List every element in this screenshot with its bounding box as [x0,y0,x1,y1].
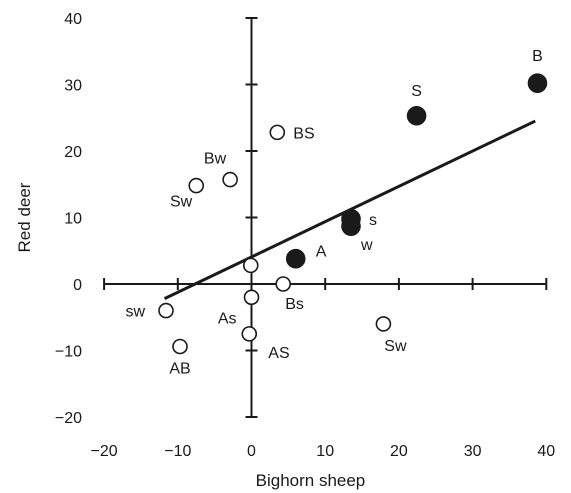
y-tick-label: 10 [64,211,82,228]
data-point-label: Bs [285,296,304,313]
data-point-label: BS [293,125,314,142]
y-tick-label: −10 [55,344,82,361]
data-point-label: Sw [384,338,407,355]
data-point-filled [527,73,548,93]
x-tick-label: 40 [537,443,555,460]
data-point-open [243,289,260,306]
y-tick-label: 20 [64,144,82,161]
data-point-open [222,171,238,188]
data-point-label: s [369,212,377,229]
data-point-label: AS [268,345,289,362]
y-tick-label: 40 [64,11,82,28]
data-point-label: w [360,237,373,254]
y-axis-title: Red deer [15,182,34,252]
data-point-filled [341,216,361,236]
data-point-label: B [532,48,543,65]
data-point-open [375,316,392,332]
data-point-open [275,276,291,292]
data-point-filled [285,248,306,269]
y-tick-label: 0 [73,277,82,294]
data-point-open [241,326,258,342]
x-tick-label: 30 [464,443,482,460]
data-point-open [158,302,174,319]
x-tick-label: −10 [164,443,191,460]
data-point-label: Bw [204,151,227,168]
x-tick-label: 20 [390,443,408,460]
y-tick-label: −20 [55,410,82,427]
data-point-filled [406,105,427,126]
data-point-label: Sw [170,194,193,211]
data-point-open [188,177,205,194]
data-points [158,73,548,355]
data-point-open [269,124,286,141]
data-point-label: AB [169,361,190,378]
axes [104,18,547,417]
data-point-label: A [316,244,327,261]
data-point-label: sw [125,304,145,321]
x-tick-label: 10 [316,443,334,460]
x-tick-label: −20 [91,443,118,460]
y-tick-label: 30 [64,78,82,95]
x-tick-label: 0 [247,443,256,460]
data-point-open [242,257,259,274]
x-axis-title: Bighorn sheep [256,471,366,490]
data-point-label: S [411,83,422,100]
axis-tick-labels: −20 −10 0 10 20 30 40 −20 −10 0 10 20 30 40 [55,11,555,460]
data-point-label: As [218,310,237,327]
data-point-open [172,338,188,355]
axis-ticks [103,17,548,418]
